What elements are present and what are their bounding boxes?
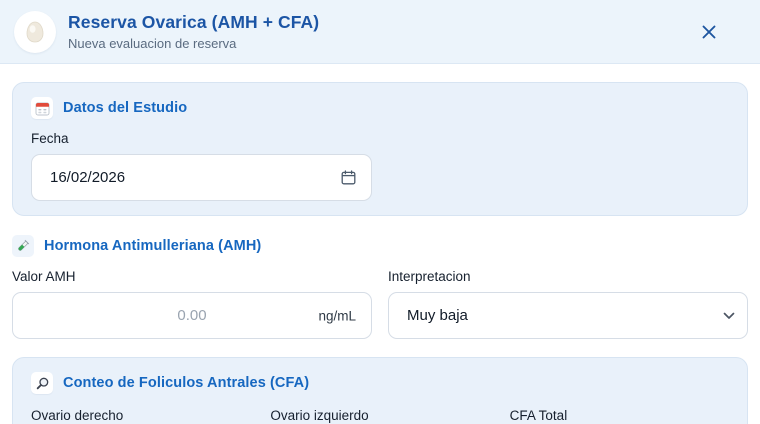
amh-title: Hormona Antimulleriana (AMH) <box>44 238 262 254</box>
section-amh: Hormona Antimulleriana (AMH) Valor AMH n… <box>12 235 748 339</box>
form-body: Datos del Estudio Fecha 16/02/2026 <box>0 82 760 424</box>
test-tube-icon <box>12 235 34 257</box>
cfa-columns: Ovario derecho Ovario izquierdo CFA Tota… <box>31 408 729 423</box>
header-text: Reserva Ovarica (AMH + CFA) Nueva evalua… <box>68 12 698 51</box>
cfa-header: Conteo de Foliculos Antrales (CFA) <box>31 372 729 394</box>
valor-amh-label: Valor AMH <box>12 269 76 284</box>
section-datos-estudio: Datos del Estudio Fecha 16/02/2026 <box>12 82 748 216</box>
fecha-value: 16/02/2026 <box>50 169 126 186</box>
interpretacion-wrap: Muy baja <box>388 292 748 339</box>
modal-header: Reserva Ovarica (AMH + CFA) Nueva evalua… <box>0 0 760 64</box>
page-subtitle: Nueva evaluacion de reserva <box>68 36 237 51</box>
interpretacion-group: Interpretacion Muy baja <box>388 257 748 339</box>
close-icon <box>702 25 716 38</box>
datos-estudio-header: Datos del Estudio <box>31 97 729 119</box>
valor-amh-group: Valor AMH ng/mL <box>12 257 372 339</box>
fecha-date-input[interactable]: 16/02/2026 <box>31 154 372 201</box>
ovario-izquierdo-label: Ovario izquierdo <box>270 408 369 423</box>
date-picker-icon[interactable] <box>341 170 356 185</box>
page-title: Reserva Ovarica (AMH + CFA) <box>68 12 320 32</box>
cfa-total-label: CFA Total <box>509 408 568 423</box>
egg-icon <box>14 10 56 53</box>
valor-amh-wrap: ng/mL <box>12 292 372 339</box>
interpretacion-select[interactable]: Muy baja <box>388 292 748 339</box>
section-cfa: Conteo de Foliculos Antrales (CFA) Ovari… <box>12 357 748 424</box>
calendar-icon <box>31 97 53 119</box>
amh-header: Hormona Antimulleriana (AMH) <box>12 235 748 257</box>
close-button[interactable] <box>698 21 720 43</box>
cfa-title: Conteo de Foliculos Antrales (CFA) <box>63 375 310 391</box>
interpretacion-label: Interpretacion <box>388 269 471 284</box>
ovario-derecho-label: Ovario derecho <box>31 408 124 423</box>
fecha-label: Fecha <box>31 131 69 146</box>
fecha-spacer <box>388 119 729 201</box>
fecha-field-group: Fecha 16/02/2026 <box>31 119 372 201</box>
search-icon <box>31 372 53 394</box>
datos-estudio-title: Datos del Estudio <box>63 100 188 116</box>
valor-amh-input[interactable] <box>12 292 372 339</box>
